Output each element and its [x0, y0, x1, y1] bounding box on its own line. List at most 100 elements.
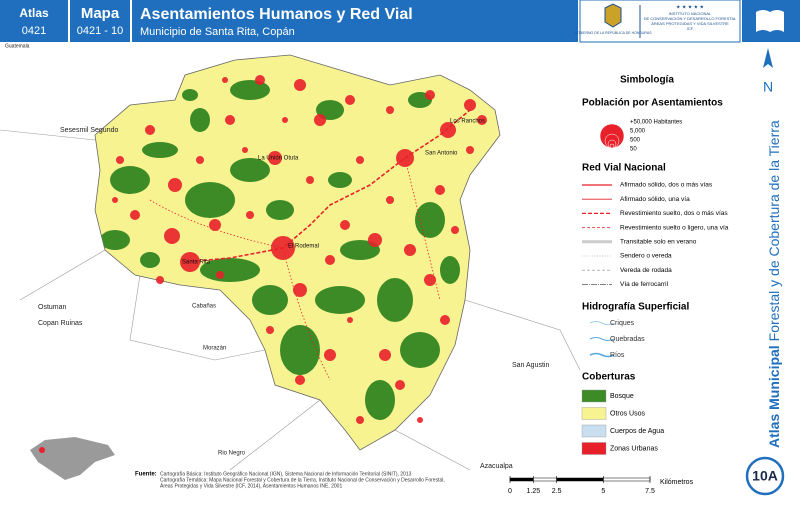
source-line: Cartografía Temática: Mapa Nacional Fore…	[160, 477, 445, 483]
scale-tick-label: 7.5	[645, 488, 655, 495]
settlement	[417, 417, 423, 423]
legend-size-label: 50	[630, 147, 637, 153]
settlement	[130, 210, 140, 220]
map-title: Asentamientos Humanos y Red Vial	[140, 6, 413, 23]
forest-patch	[365, 380, 395, 420]
mapa-box	[70, 0, 130, 42]
legend-road-label: Vía de ferrocarril	[620, 281, 669, 288]
legend-hydro-label: Criques	[610, 320, 635, 327]
settlement	[156, 276, 164, 284]
settlement	[325, 255, 335, 265]
side-title: Atlas Municipal Forestal y de Cobertura d…	[766, 120, 782, 448]
legend-cover-label: Cuerpos de Agua	[610, 428, 664, 435]
legend-cover-label: Bosque	[610, 393, 634, 400]
north-arrow	[763, 48, 773, 68]
settlement	[255, 75, 265, 85]
forest-patch	[415, 202, 445, 238]
legend-road-label: Revestimiento suelto, dos o más vías	[620, 210, 728, 217]
legend-section: Coberturas	[582, 372, 636, 383]
forest-patch	[315, 286, 365, 314]
inset-location	[39, 447, 45, 453]
settlement-label: La Unión Otuta	[258, 156, 299, 162]
settlement	[356, 416, 364, 424]
legend-section: Red Vial Nacional	[582, 163, 666, 174]
settlement	[396, 149, 414, 167]
settlement	[294, 79, 306, 91]
settlement	[225, 115, 235, 125]
north-label: N	[763, 79, 773, 95]
border	[0, 129, 96, 141]
settlement	[451, 226, 459, 234]
legend-section: Hidrografía Superficial	[582, 302, 689, 313]
place-label: Sesesmil Segundo	[60, 127, 118, 134]
legend-road-label: Vereda de rodada	[620, 267, 672, 274]
border	[129, 274, 266, 361]
mapa-label: Mapa	[81, 5, 120, 22]
forest-patch	[377, 278, 413, 322]
settlement	[246, 211, 254, 219]
place-label: Copan Ruinas	[38, 320, 83, 327]
atlas-label: Atlas	[19, 6, 49, 20]
settlement	[216, 271, 224, 279]
legend-road-label: Afirmado sólido, dos o más vías	[620, 182, 713, 189]
institute-line: DE CONSERVACIÓN Y DESARROLLO FORESTAL	[644, 16, 738, 21]
legend-hydro-symbol	[589, 321, 615, 325]
institute-line: INSTITUTO NACIONAL	[669, 11, 712, 16]
settlement	[268, 151, 282, 165]
settlement	[324, 349, 336, 361]
settlement	[477, 115, 487, 125]
settlement	[295, 375, 305, 385]
source-label: Fuente:	[135, 472, 157, 478]
coat-of-arms	[604, 3, 622, 28]
settlement	[314, 114, 326, 126]
legend-size-label: 500	[630, 138, 641, 144]
settlement	[271, 236, 295, 260]
legend-road-label: Transitable solo en verano	[620, 239, 697, 246]
settlement-label: El Rodemal	[288, 244, 319, 250]
legend-road-label: Afirmado sólido, una vía	[620, 196, 690, 203]
border	[464, 299, 581, 371]
settlement	[345, 95, 355, 105]
scale-segment	[509, 477, 534, 482]
settlement	[340, 220, 350, 230]
legend-circle	[609, 143, 615, 149]
forest-patch	[328, 172, 352, 188]
settlement	[164, 228, 180, 244]
legend-cover-label: Otros Usos	[610, 410, 646, 417]
atlas-code: 0421	[22, 25, 46, 37]
institute-line: ÁREAS PROTEGIDAS Y VIDA SILVESTRE	[651, 21, 729, 26]
side-title-bold: Atlas Municipal	[766, 345, 782, 448]
border	[229, 399, 321, 471]
settlement	[379, 349, 391, 361]
settlement	[293, 283, 307, 297]
settlement	[404, 244, 416, 256]
settlement	[116, 156, 124, 164]
forest-patch	[182, 89, 198, 101]
forest-patch	[200, 258, 260, 282]
legend-cover-swatch	[581, 407, 607, 420]
settlement	[386, 196, 394, 204]
settlement	[435, 185, 445, 195]
forest-patch	[140, 252, 160, 268]
scale-segment	[533, 477, 557, 482]
settlement	[464, 99, 476, 111]
atlas-box	[0, 0, 68, 42]
settlement	[306, 176, 314, 184]
legend-hydro-symbol	[589, 337, 615, 341]
scale-segment	[556, 477, 604, 482]
place-label: Guatemala	[5, 43, 30, 49]
forest-patch	[110, 166, 150, 194]
settlement	[425, 90, 435, 100]
place-label: Rio Negro	[218, 451, 246, 457]
source-line: Áreas Protegidas y Vida Silvestre (ICF, …	[160, 482, 342, 489]
scale-tick-label: 5	[601, 488, 605, 495]
place-label: San Agustin	[512, 362, 549, 369]
scale-tick-label: 2.5	[552, 488, 562, 495]
settlement-label: Santa Rita	[182, 260, 211, 266]
forest-patch	[400, 332, 440, 368]
forest-patch	[142, 142, 178, 158]
place-label: Azacualpa	[480, 463, 513, 470]
legend-size-label: 5,000	[630, 129, 646, 135]
settlement	[386, 106, 394, 114]
